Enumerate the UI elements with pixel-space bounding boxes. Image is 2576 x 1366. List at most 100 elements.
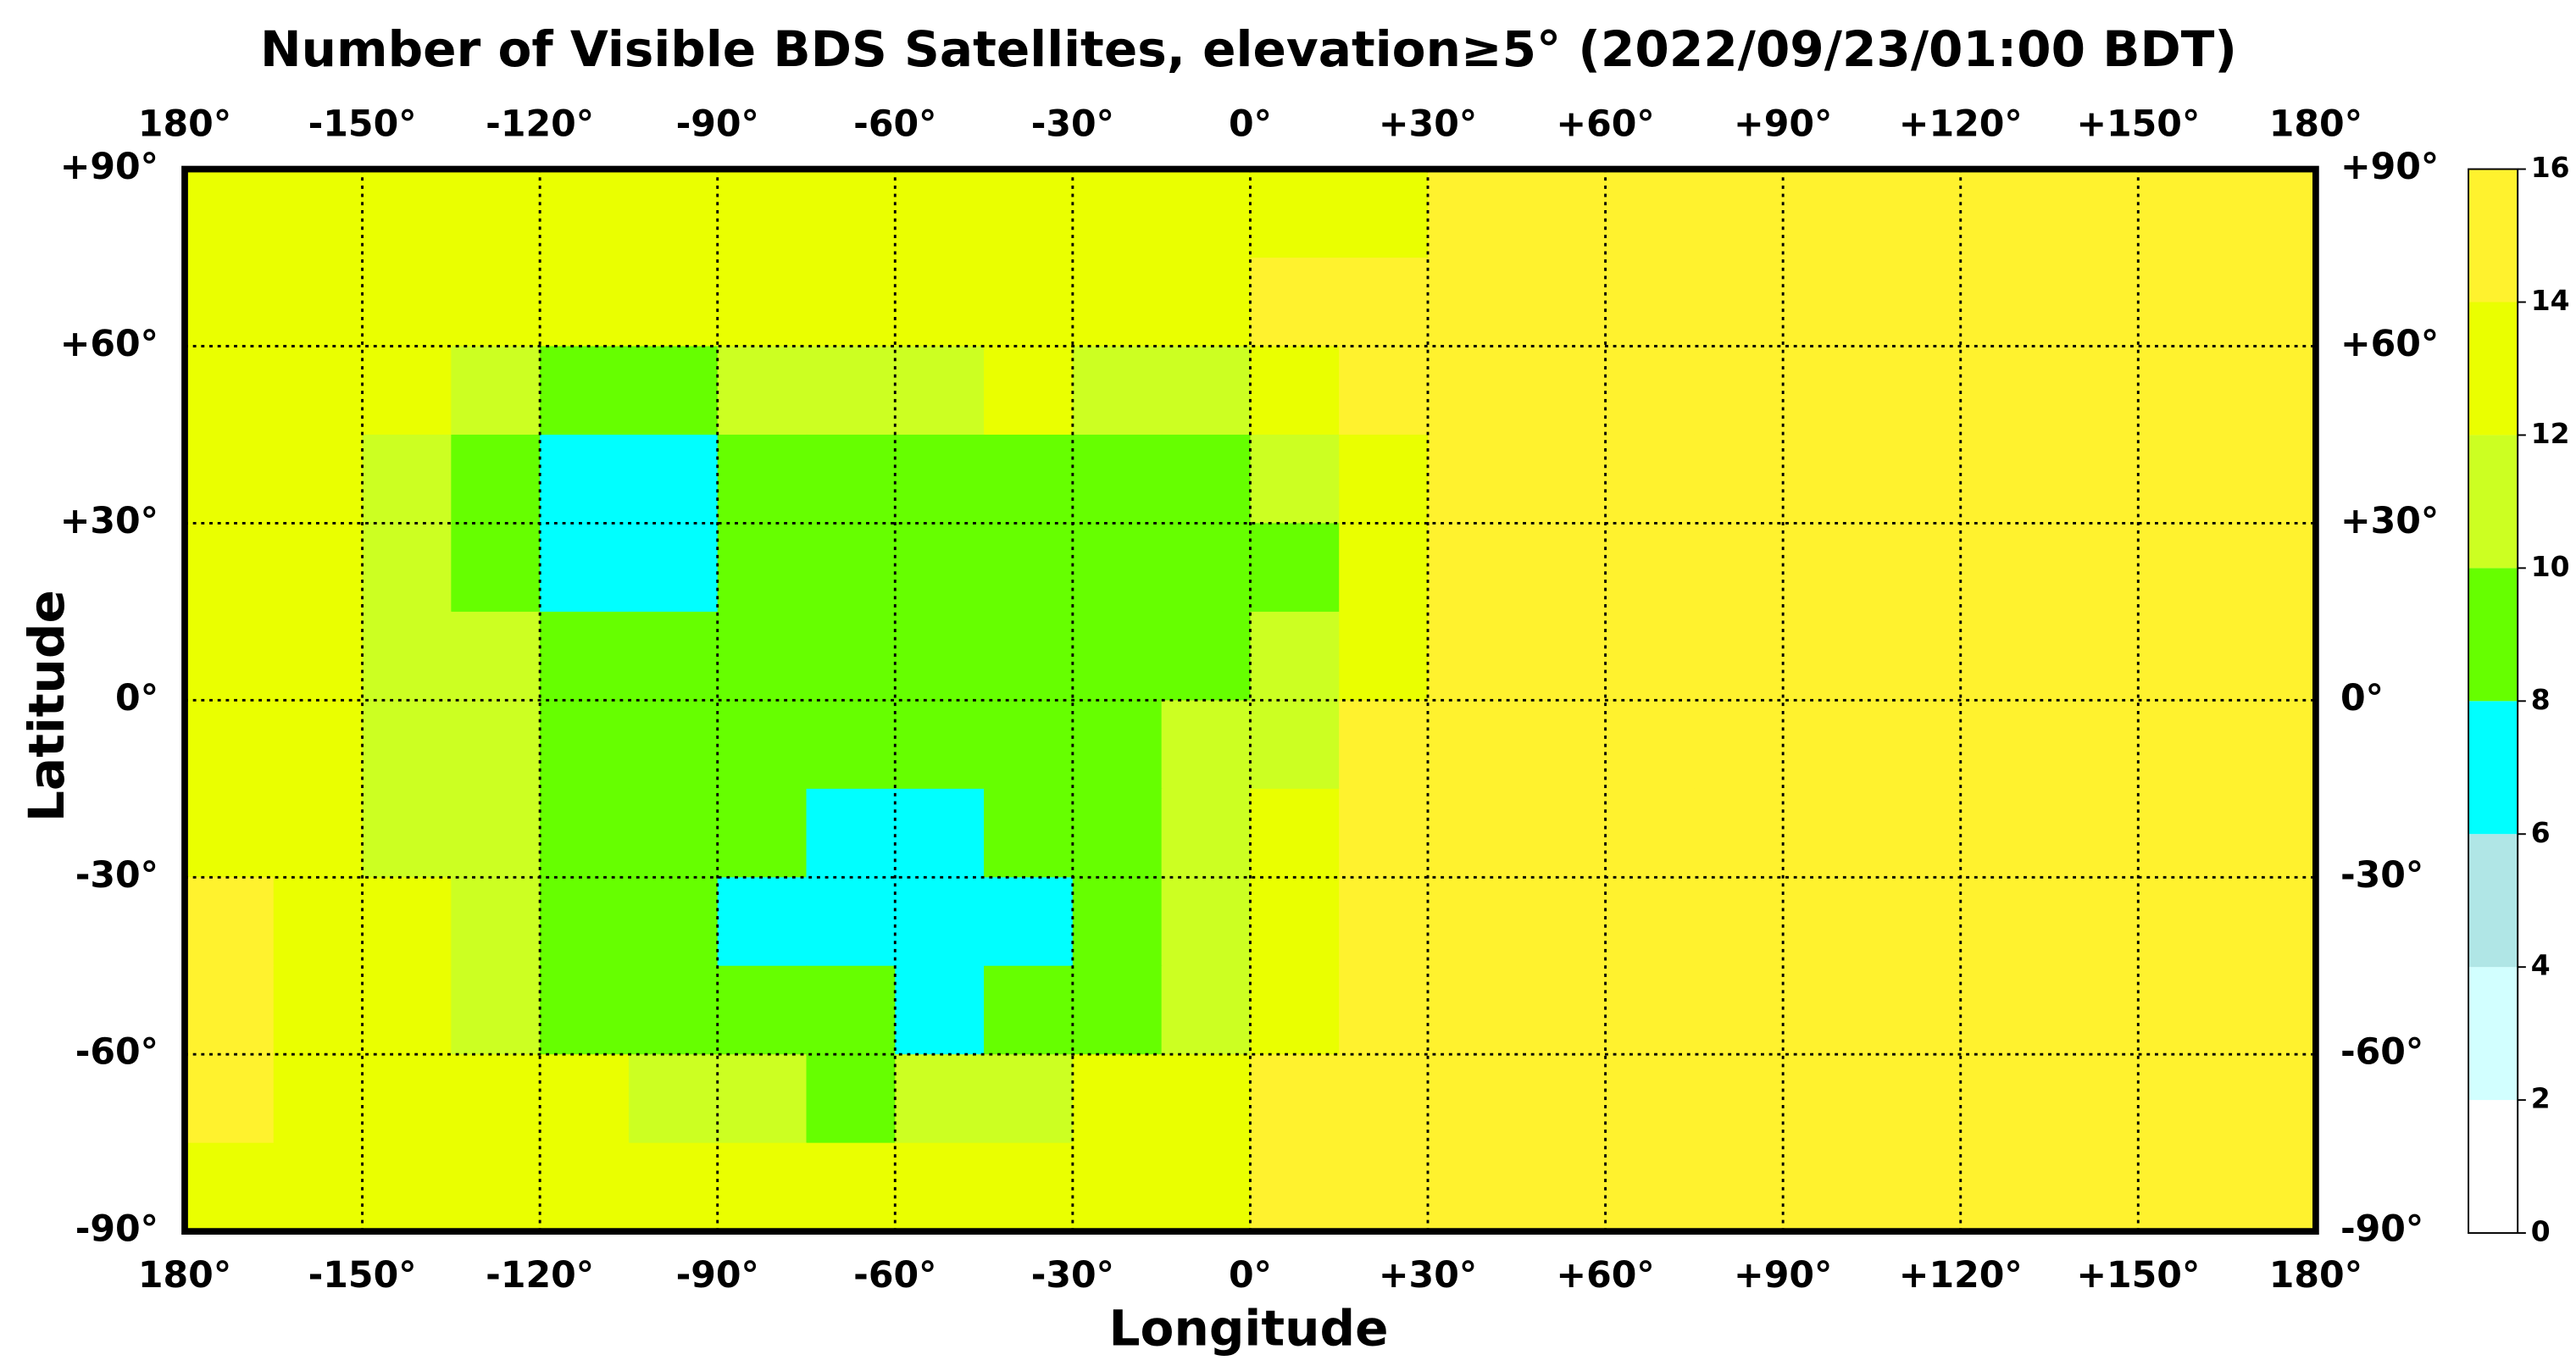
cell: [451, 346, 541, 436]
cell: [806, 611, 897, 702]
cell: [1428, 788, 1518, 879]
cell: [451, 523, 541, 613]
cell: [1250, 1142, 1341, 1233]
cell: [540, 1054, 630, 1144]
cell: [1871, 700, 1962, 790]
cell: [540, 611, 630, 702]
cell: [984, 700, 1074, 790]
cell: [628, 788, 719, 879]
cell: [1428, 346, 1518, 436]
cell: [2138, 611, 2229, 702]
cell: [540, 877, 630, 967]
cell: [273, 1142, 364, 1233]
cell: [1694, 788, 1785, 879]
cell: [1250, 788, 1341, 879]
cell: [2138, 346, 2229, 436]
cell: [1605, 965, 1696, 1056]
cell: [1072, 700, 1163, 790]
cell: [185, 169, 275, 258]
x-tick-label: +60°: [1556, 1254, 1654, 1297]
x-tick-label: -60°: [853, 103, 936, 146]
cell: [1516, 523, 1607, 613]
y-tick-label: +30°: [2340, 500, 2439, 542]
cell: [1250, 877, 1341, 967]
cell: [1871, 523, 1962, 613]
cell: [185, 611, 275, 702]
cell: [1605, 434, 1696, 525]
cell: [273, 169, 364, 258]
cell: [2049, 877, 2140, 967]
cell: [1783, 1054, 1873, 1144]
cell: [451, 1142, 541, 1233]
x-tick-label: +90°: [1734, 1254, 1832, 1297]
cell: [984, 346, 1074, 436]
cell: [1339, 700, 1429, 790]
cell: [1250, 700, 1341, 790]
x-tick-label: -150°: [308, 103, 417, 146]
cell: [1428, 611, 1518, 702]
x-tick-label: +150°: [2076, 1254, 2200, 1297]
cell: [1161, 1054, 1252, 1144]
cell: [1250, 258, 1341, 347]
y-tick-label: -30°: [75, 854, 158, 897]
x-tick-label: +120°: [1899, 103, 2023, 146]
cell: [362, 1054, 452, 1144]
chart-title: Number of Visible BDS Satellites, elevat…: [260, 20, 2237, 78]
cell: [895, 700, 985, 790]
colorbar-bin: [2468, 701, 2518, 835]
cell: [1605, 611, 1696, 702]
cell: [1339, 611, 1429, 702]
cell: [1783, 258, 1873, 347]
cell: [362, 169, 452, 258]
cell: [1694, 611, 1785, 702]
cell: [1161, 169, 1252, 258]
colorbar-tick-label: 10: [2531, 550, 2570, 583]
cell: [717, 169, 808, 258]
cell: [362, 965, 452, 1056]
cell: [1250, 523, 1341, 613]
cell: [1783, 434, 1873, 525]
y-tick-label: -60°: [2340, 1031, 2423, 1074]
cell: [717, 965, 808, 1056]
cell: [362, 1142, 452, 1233]
cell: [2227, 1142, 2317, 1233]
cell: [717, 1054, 808, 1144]
cell: [806, 1054, 897, 1144]
cell: [1783, 346, 1873, 436]
cell: [806, 788, 897, 879]
y-tick-label: -90°: [2340, 1208, 2423, 1251]
x-tick-label: -120°: [486, 1254, 594, 1297]
cell: [1428, 434, 1518, 525]
cell: [2138, 965, 2229, 1056]
cell: [1339, 258, 1429, 347]
cell: [273, 346, 364, 436]
y-tick-label: +60°: [2340, 323, 2439, 365]
cell: [1161, 700, 1252, 790]
cell: [185, 434, 275, 525]
x-tick-label: -90°: [676, 1254, 759, 1297]
cell: [628, 965, 719, 1056]
y-axis-label: Latitude: [18, 590, 75, 822]
cell: [717, 788, 808, 879]
cell: [2138, 700, 2229, 790]
cell: [1161, 523, 1252, 613]
cell: [362, 434, 452, 525]
cell: [984, 169, 1074, 258]
cell: [1871, 1054, 1962, 1144]
cell: [806, 523, 897, 613]
cell: [1250, 169, 1341, 258]
cell: [540, 346, 630, 436]
cell: [1161, 611, 1252, 702]
cell: [2049, 788, 2140, 879]
colorbar-bin: [2468, 435, 2518, 569]
cell: [273, 434, 364, 525]
cell: [1072, 1054, 1163, 1144]
cell: [273, 523, 364, 613]
cell: [2138, 523, 2229, 613]
colorbar-tick-label: 14: [2531, 284, 2570, 317]
cell: [895, 258, 985, 347]
y-tick-label: +90°: [2340, 146, 2439, 188]
cell: [1783, 788, 1873, 879]
cell: [1072, 258, 1163, 347]
colorbar-tick-label: 6: [2531, 816, 2551, 849]
